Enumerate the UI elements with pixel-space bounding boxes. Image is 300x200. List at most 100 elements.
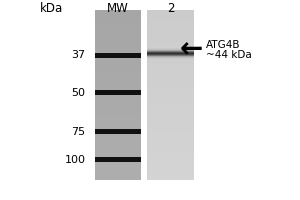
Bar (94, 53, 141, 54)
Bar (147, 148, 194, 149)
Bar (147, 61, 194, 62)
Bar (94, 27, 141, 28)
Bar (94, 90, 141, 91)
Bar (147, 60, 194, 61)
Bar (94, 161, 141, 162)
Bar (94, 157, 141, 158)
Bar (94, 18, 141, 19)
Bar (94, 73, 141, 74)
Bar (147, 22, 194, 23)
Bar (147, 52, 194, 53)
Bar (147, 56, 194, 57)
Bar (94, 34, 141, 35)
Bar (147, 124, 194, 125)
Bar (147, 140, 194, 141)
Bar (147, 42, 194, 43)
Bar (147, 157, 194, 158)
Bar (147, 31, 194, 32)
Bar (94, 22, 141, 23)
Bar (94, 166, 141, 167)
Bar (147, 45, 194, 46)
Bar (94, 64, 141, 65)
Bar (94, 129, 141, 134)
Text: 2: 2 (167, 2, 174, 15)
Bar (94, 52, 141, 53)
Bar (147, 172, 194, 173)
Bar (147, 169, 194, 170)
Bar (147, 120, 194, 121)
Bar (147, 41, 194, 42)
Bar (94, 72, 141, 73)
Bar (147, 132, 194, 133)
Bar (94, 47, 141, 48)
Text: 50: 50 (71, 88, 85, 98)
Bar (94, 160, 141, 161)
Bar (147, 53, 194, 54)
Bar (147, 27, 194, 28)
Bar (94, 99, 141, 100)
Bar (94, 59, 141, 60)
Bar (94, 66, 141, 67)
Bar (147, 80, 194, 81)
Bar (147, 46, 194, 47)
Bar (94, 12, 141, 13)
Bar (147, 20, 194, 21)
Bar (94, 120, 141, 121)
Bar (94, 31, 141, 32)
Bar (147, 115, 194, 116)
Bar (94, 92, 141, 93)
Bar (94, 178, 141, 179)
Bar (94, 118, 141, 119)
Bar (94, 154, 141, 155)
Bar (147, 85, 194, 86)
Bar (94, 35, 141, 36)
Bar (147, 33, 194, 34)
Bar (94, 44, 141, 45)
Bar (94, 173, 141, 174)
Bar (94, 55, 141, 56)
Bar (94, 38, 141, 39)
Bar (94, 108, 141, 109)
Bar (94, 39, 141, 40)
Bar (147, 151, 194, 152)
Bar (94, 29, 141, 30)
Text: 37: 37 (71, 50, 85, 60)
Bar (94, 32, 141, 33)
Bar (147, 47, 194, 48)
Bar (147, 127, 194, 128)
Bar (147, 149, 194, 150)
Bar (94, 49, 141, 50)
Bar (147, 130, 194, 131)
Bar (94, 16, 141, 17)
Bar (94, 156, 141, 157)
Bar (94, 26, 141, 27)
Bar (94, 68, 141, 69)
Bar (94, 83, 141, 84)
Bar (147, 117, 194, 118)
Bar (147, 68, 194, 69)
Bar (147, 177, 194, 178)
Bar (147, 137, 194, 138)
Bar (94, 153, 141, 154)
Bar (147, 160, 194, 161)
Bar (147, 103, 194, 104)
Bar (147, 64, 194, 65)
Bar (94, 146, 141, 147)
Text: MW: MW (107, 2, 129, 15)
Bar (147, 119, 194, 120)
Bar (94, 151, 141, 152)
Bar (147, 141, 194, 142)
Bar (94, 111, 141, 112)
Bar (147, 173, 194, 174)
Bar (147, 113, 194, 114)
Bar (94, 56, 141, 57)
Bar (147, 100, 194, 101)
Bar (94, 33, 141, 34)
Bar (147, 170, 194, 171)
Bar (147, 62, 194, 63)
Bar (147, 88, 194, 89)
Bar (94, 135, 141, 136)
Bar (147, 145, 194, 146)
Bar (147, 38, 194, 39)
Bar (147, 109, 194, 110)
